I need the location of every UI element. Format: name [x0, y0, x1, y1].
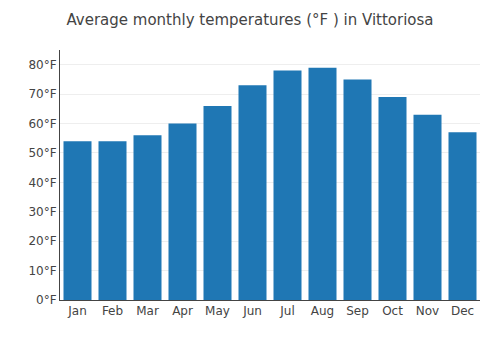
- svg-text:Dec: Dec: [451, 304, 474, 318]
- svg-text:Jun: Jun: [242, 304, 262, 318]
- svg-text:70°F: 70°F: [28, 87, 56, 101]
- svg-text:Jan: Jan: [67, 304, 87, 318]
- svg-text:40°F: 40°F: [28, 176, 56, 190]
- svg-text:Average monthly temperatures (: Average monthly temperatures (°F ) in Vi…: [66, 11, 433, 29]
- svg-text:60°F: 60°F: [28, 117, 56, 131]
- svg-text:Mar: Mar: [136, 304, 159, 318]
- svg-text:30°F: 30°F: [28, 205, 56, 219]
- svg-text:May: May: [205, 304, 230, 318]
- svg-text:0°F: 0°F: [36, 293, 57, 307]
- svg-text:20°F: 20°F: [28, 234, 56, 248]
- svg-text:Feb: Feb: [102, 304, 123, 318]
- svg-text:50°F: 50°F: [28, 146, 56, 160]
- svg-text:Jul: Jul: [279, 304, 294, 318]
- svg-text:Oct: Oct: [382, 304, 403, 318]
- svg-text:Nov: Nov: [416, 304, 439, 318]
- svg-text:80°F: 80°F: [28, 58, 56, 72]
- svg-text:Aug: Aug: [311, 304, 334, 318]
- svg-text:Apr: Apr: [172, 304, 193, 318]
- svg-text:10°F: 10°F: [28, 264, 56, 278]
- svg-text:Sep: Sep: [346, 304, 369, 318]
